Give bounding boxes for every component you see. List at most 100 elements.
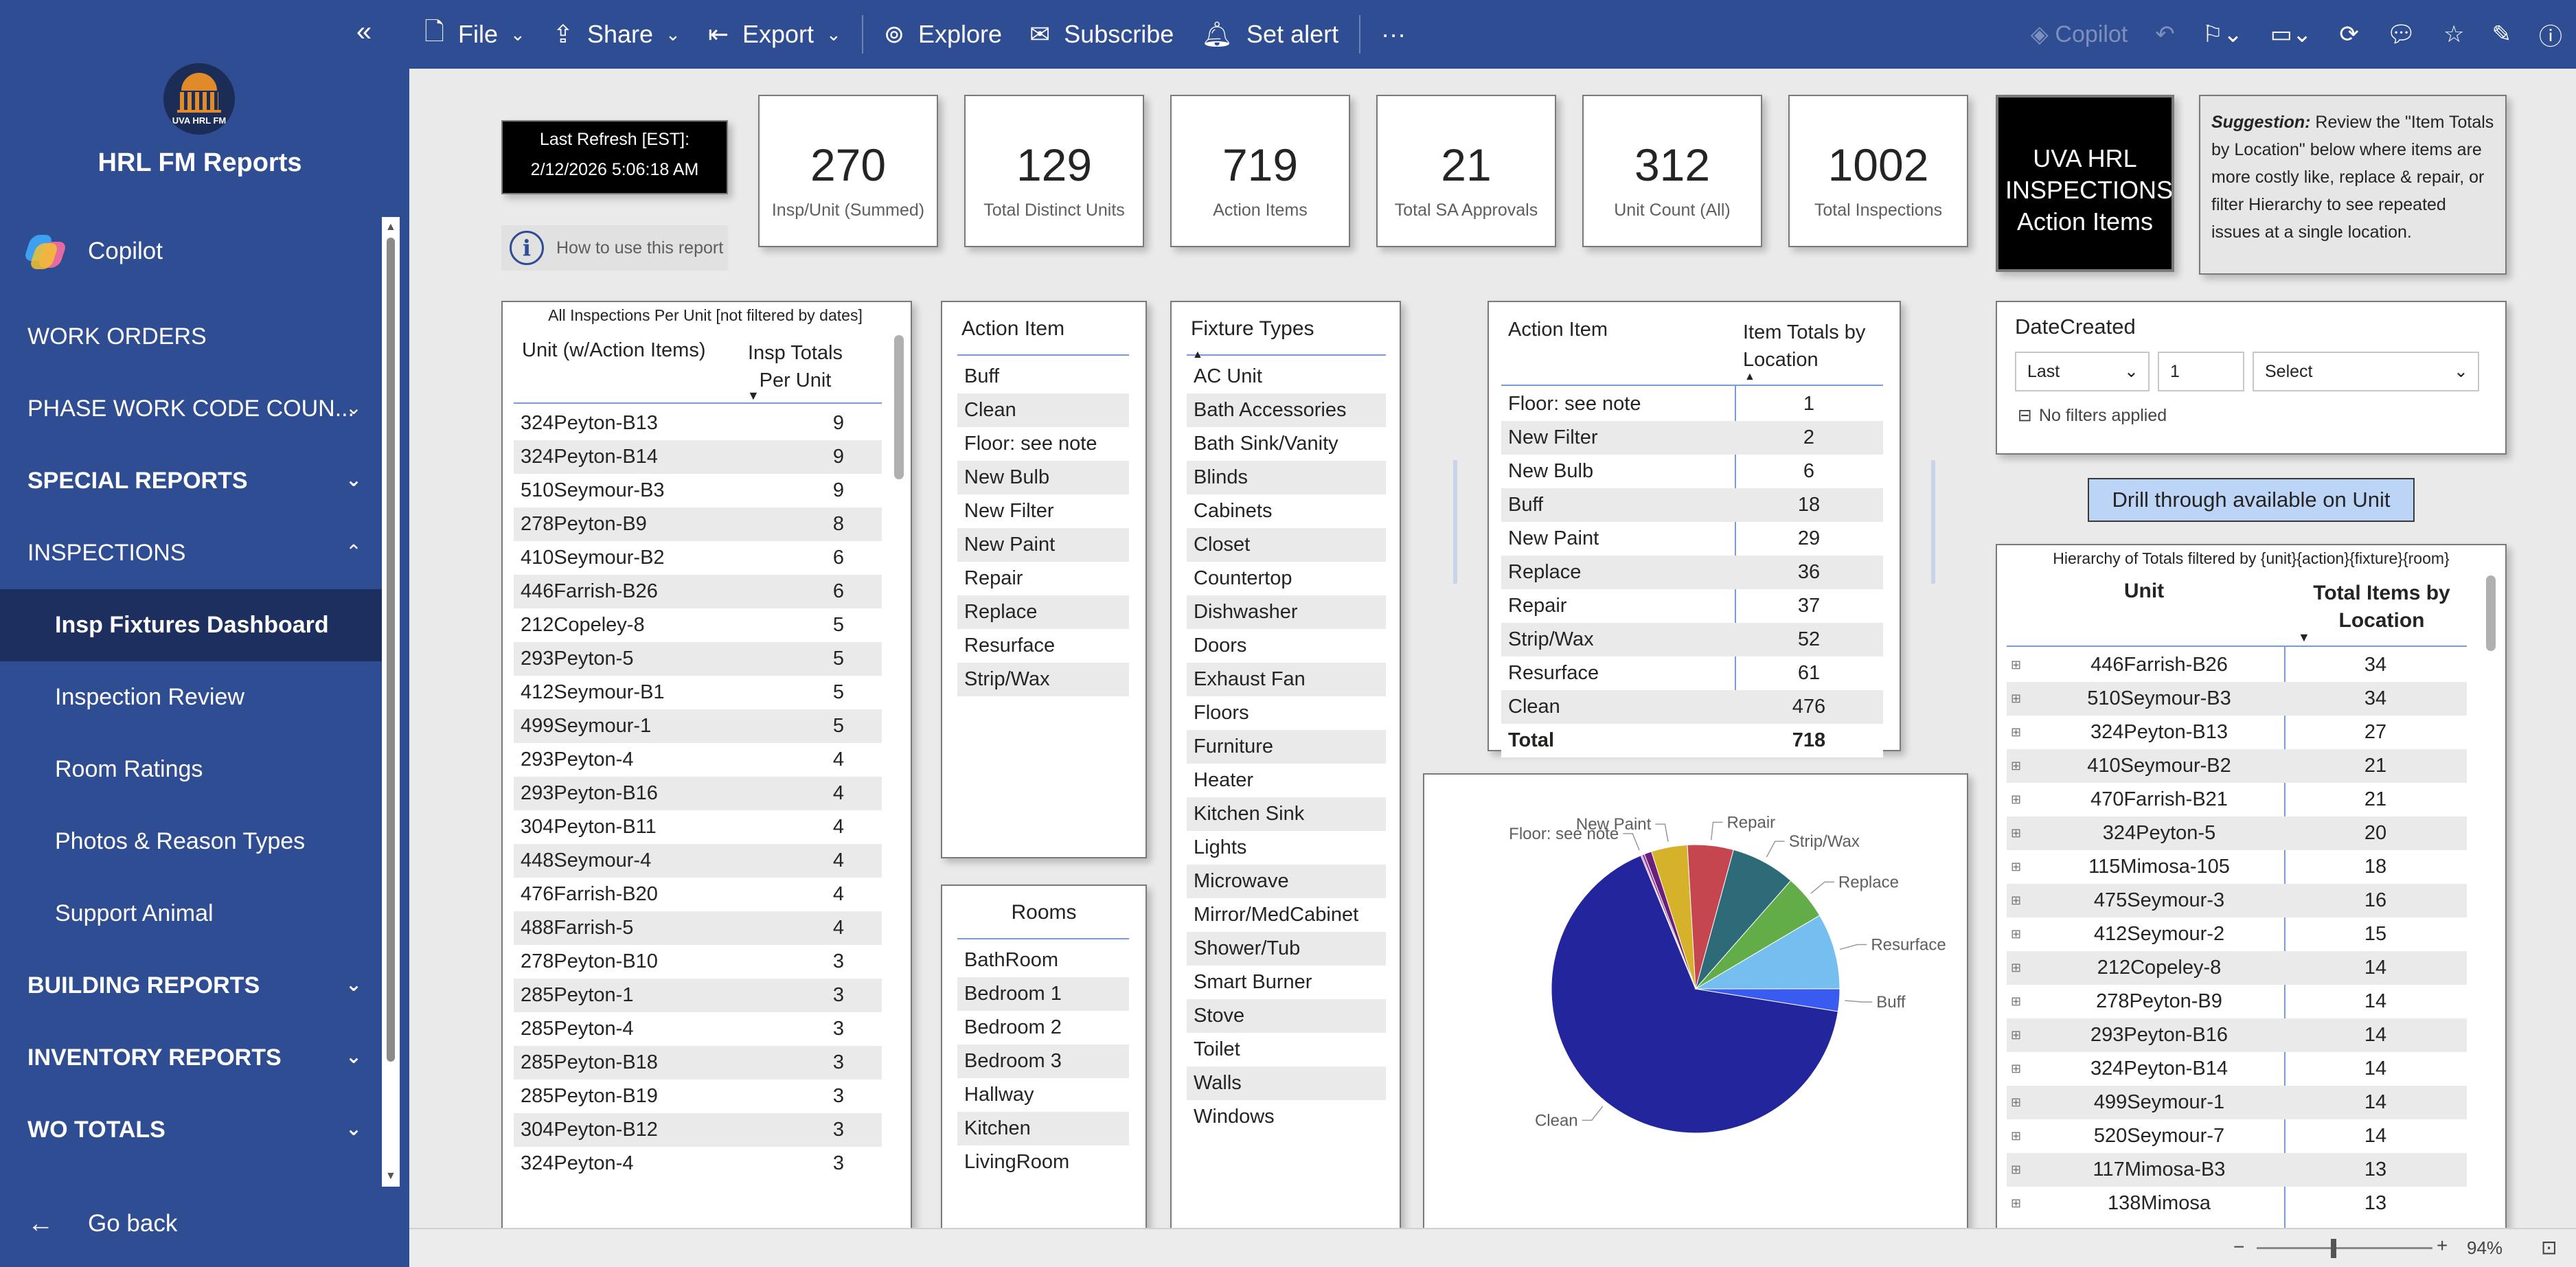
- table-row[interactable]: 278Peyton-B9 8: [514, 507, 882, 541]
- nav-item-work-orders[interactable]: WORK ORDERS: [0, 301, 382, 373]
- kpi-card[interactable]: 312 Unit Count (All): [1582, 95, 1762, 247]
- matrix-row[interactable]: ⊞ 446Farrish-B26 34: [2007, 648, 2467, 682]
- nav-item-special-reports[interactable]: SPECIAL REPORTS ⌄: [0, 445, 382, 517]
- slicer-item[interactable]: Walls: [1187, 1066, 1386, 1100]
- matrix-row[interactable]: ⊞ 412Seymour-2 15: [2007, 917, 2467, 951]
- expand-icon[interactable]: ⊞: [2011, 893, 2022, 907]
- expand-icon[interactable]: ⊞: [2011, 1196, 2022, 1210]
- kpi-card[interactable]: 1002 Total Inspections: [1788, 95, 1968, 247]
- slicer-item[interactable]: Countertop: [1187, 562, 1386, 595]
- slicer-item[interactable]: BathRoom: [957, 944, 1129, 977]
- table-row[interactable]: Resurface 61: [1501, 657, 1883, 690]
- nav-item-room-ratings[interactable]: Room Ratings: [0, 733, 382, 806]
- zoom-slider-handle[interactable]: [2331, 1239, 2336, 1258]
- expand-icon[interactable]: ⊞: [2011, 927, 2022, 941]
- matrix-row[interactable]: ⊞ 293Peyton-B16 14: [2007, 1018, 2467, 1052]
- table-row[interactable]: 324Peyton-B13 9: [514, 407, 882, 440]
- table-row[interactable]: Floor: see note 1: [1501, 387, 1883, 421]
- export-menu[interactable]: ⇤ Export ⌄: [694, 0, 855, 69]
- col-unit-header[interactable]: Unit: [2123, 580, 2165, 602]
- reset-icon[interactable]: ↶: [2155, 21, 2175, 47]
- table-row[interactable]: Repair 37: [1501, 589, 1883, 623]
- expand-icon[interactable]: ⊞: [2011, 792, 2022, 806]
- slicer-item[interactable]: Cabinets: [1187, 494, 1386, 528]
- slicer-item[interactable]: Furniture: [1187, 730, 1386, 764]
- matrix-row[interactable]: ⊞ 510Seymour-B3 34: [2007, 682, 2467, 716]
- slicer-item[interactable]: Bedroom 3: [957, 1045, 1129, 1078]
- slicer-item[interactable]: New Filter: [957, 494, 1129, 528]
- slicer-item[interactable]: Doors: [1187, 629, 1386, 663]
- expand-icon[interactable]: ⊞: [2011, 725, 2022, 739]
- table-row[interactable]: 448Seymour-4 4: [514, 844, 882, 878]
- refresh-icon[interactable]: ⟳: [2339, 21, 2359, 47]
- expand-icon[interactable]: ⊞: [2011, 1163, 2022, 1176]
- kpi-card[interactable]: 21 Total SA Approvals: [1376, 95, 1556, 247]
- info-icon[interactable]: ⓘ: [2539, 23, 2562, 50]
- expand-icon[interactable]: ⊞: [2011, 826, 2022, 840]
- slicer-item[interactable]: Kitchen Sink: [1187, 797, 1386, 831]
- slicer-item[interactable]: Dishwasher: [1187, 595, 1386, 629]
- table-row[interactable]: 304Peyton-B11 4: [514, 810, 882, 844]
- slicer-item[interactable]: AC Unit: [1187, 360, 1386, 393]
- table-row[interactable]: 510Seymour-B3 9: [514, 474, 882, 507]
- chevron-down-icon[interactable]: ⌄: [345, 469, 362, 490]
- matrix-scrollbar[interactable]: [2486, 575, 2496, 651]
- explore-button[interactable]: ⊚ Explore: [870, 0, 1016, 69]
- table-row[interactable]: Replace 36: [1501, 556, 1883, 589]
- slicer-item[interactable]: Floor: see note: [957, 427, 1129, 461]
- col-item-totals-header[interactable]: Item Totals by Location: [1743, 321, 1866, 371]
- chevron-down-icon[interactable]: ⌄: [345, 1046, 362, 1067]
- expand-icon[interactable]: ⊞: [2011, 759, 2022, 773]
- pie-slice-buff[interactable]: [1695, 988, 1840, 1012]
- zoom-out-button[interactable]: −: [2233, 1236, 2245, 1257]
- table-row[interactable]: Buff 18: [1501, 488, 1883, 522]
- slicer-item[interactable]: Bedroom 2: [957, 1011, 1129, 1045]
- slicer-item[interactable]: Blinds: [1187, 461, 1386, 494]
- matrix-row[interactable]: ⊞ 278Peyton-B9 14: [2007, 985, 2467, 1018]
- action-items-pie-chart[interactable]: Clean Floor: see note New Paint Repair Strip…: [1423, 773, 1968, 1267]
- slicer-item[interactable]: Heater: [1187, 764, 1386, 797]
- slicer-item[interactable]: Replace: [957, 595, 1129, 629]
- nav-item-inspection-review[interactable]: Inspection Review: [0, 661, 382, 733]
- table-row[interactable]: 324Peyton-B14 9: [514, 440, 882, 474]
- slicer-item[interactable]: Windows: [1187, 1100, 1386, 1134]
- collapse-pane-icon[interactable]: «: [356, 16, 372, 47]
- slicer-item[interactable]: Microwave: [1187, 865, 1386, 898]
- slicer-item[interactable]: Floors: [1187, 696, 1386, 730]
- matrix-row[interactable]: ⊞ 475Seymour-3 16: [2007, 884, 2467, 917]
- slicer-item[interactable]: Bath Sink/Vanity: [1187, 427, 1386, 461]
- table-row[interactable]: 293Peyton-5 5: [514, 642, 882, 676]
- relative-count-input[interactable]: 1: [2158, 352, 2244, 391]
- slicer-item[interactable]: New Paint: [957, 528, 1129, 562]
- slicer-item[interactable]: LivingRoom: [957, 1145, 1129, 1179]
- slicer-item[interactable]: Clean: [957, 393, 1129, 427]
- slicer-item[interactable]: Resurface: [957, 629, 1129, 663]
- matrix-row[interactable]: ⊞ 324Peyton-B13 27: [2007, 716, 2467, 749]
- slicer-item[interactable]: Smart Burner: [1187, 966, 1386, 999]
- kpi-card[interactable]: 719 Action Items: [1170, 95, 1350, 247]
- table-row[interactable]: New Filter 2: [1501, 421, 1883, 455]
- chevron-up-icon[interactable]: ⌃: [345, 541, 362, 562]
- matrix-row[interactable]: ⊞ 410Seymour-B2 21: [2007, 749, 2467, 783]
- zoom-in-button[interactable]: +: [2437, 1235, 2448, 1256]
- fit-to-page-icon[interactable]: ⊡: [2541, 1237, 2557, 1258]
- nav-scrollbar[interactable]: ▲ ▼: [382, 217, 400, 1187]
- file-menu[interactable]: 🗋 File ⌄: [409, 0, 539, 69]
- copilot-nav-item[interactable]: Copilot: [23, 231, 163, 272]
- table-row[interactable]: 293Peyton-4 4: [514, 743, 882, 777]
- slicer-item[interactable]: Lights: [1187, 831, 1386, 865]
- nav-item-support-animal[interactable]: Support Animal: [0, 878, 382, 950]
- table-row[interactable]: Clean 476: [1501, 690, 1883, 724]
- relative-unit-dropdown[interactable]: Select ⌄: [2253, 352, 2479, 391]
- expand-icon[interactable]: ⊞: [2011, 1095, 2022, 1109]
- nav-item-phase-work-code-coun[interactable]: PHASE WORK CODE COUN... ⌄: [0, 373, 382, 445]
- table-row[interactable]: 285Peyton-4 3: [514, 1012, 882, 1046]
- how-to-use-button[interactable]: i How to use this report: [501, 225, 728, 271]
- col-action-item-header[interactable]: Action Item: [1508, 319, 1608, 341]
- slicer-item[interactable]: Strip/Wax: [957, 663, 1129, 696]
- expand-icon[interactable]: ⊞: [2011, 692, 2022, 705]
- nav-item-insp-fixtures-dashboard[interactable]: Insp Fixtures Dashboard: [0, 589, 382, 661]
- slicer-item[interactable]: Exhaust Fan: [1187, 663, 1386, 696]
- bookmark-icon[interactable]: ⚐⌄: [2202, 21, 2243, 47]
- expand-icon[interactable]: ⊞: [2011, 961, 2022, 974]
